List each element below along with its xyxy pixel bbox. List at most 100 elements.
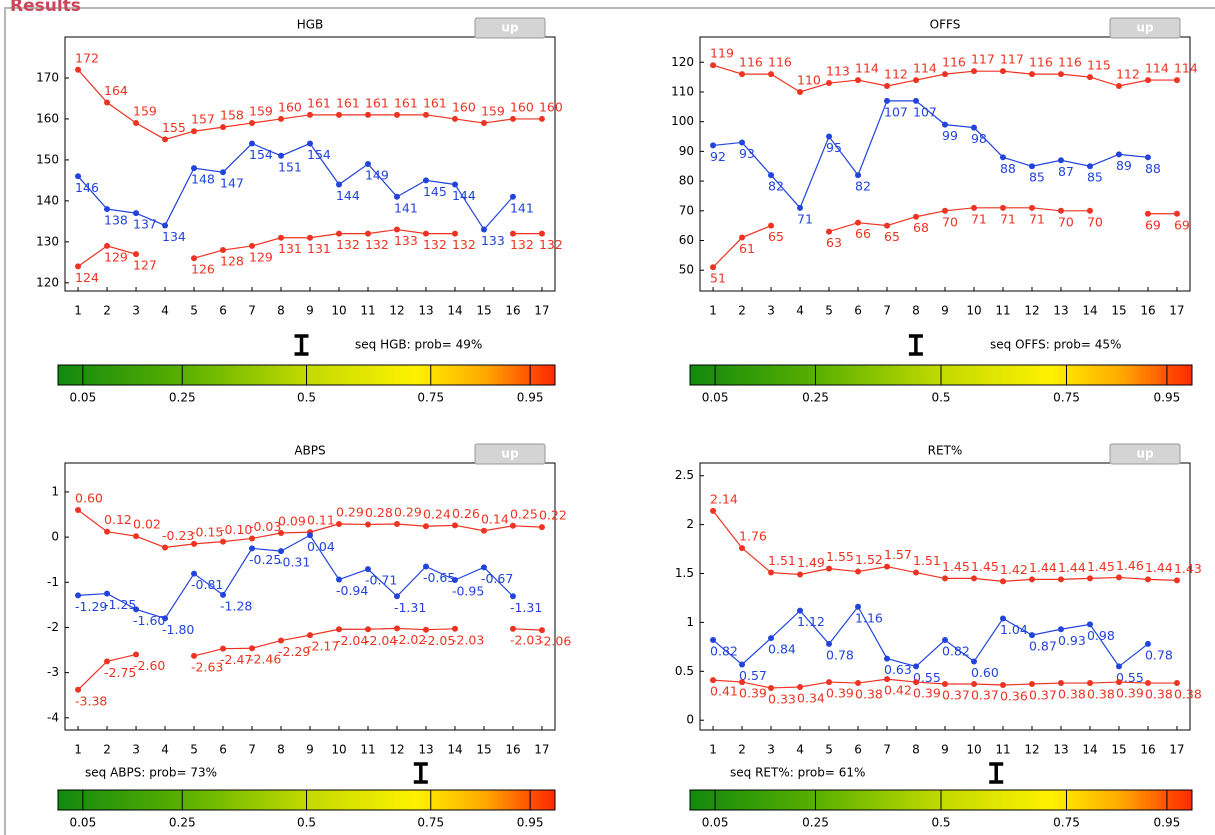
data-label: -0.10 — [220, 522, 252, 537]
data-label: 0.42 — [884, 683, 912, 698]
colorbar-tick-label: 0.95 — [517, 391, 544, 405]
data-label: 85 — [1029, 170, 1045, 185]
x-tick-label: 2 — [103, 743, 111, 757]
data-label: 107 — [884, 104, 908, 119]
data-point — [1086, 163, 1093, 170]
data-point — [249, 242, 256, 249]
x-tick-label: 13 — [1053, 304, 1068, 318]
data-point — [797, 204, 804, 211]
x-tick-label: 12 — [389, 304, 404, 318]
data-point — [768, 635, 775, 642]
data-label: -0.81 — [191, 577, 223, 592]
y-tick-label: 130 — [36, 234, 59, 248]
data-point — [335, 111, 342, 118]
colorbar-tick-label: 0.05 — [69, 391, 96, 405]
data-label: 85 — [1087, 170, 1103, 185]
data-label: 145 — [423, 184, 447, 199]
data-point — [393, 625, 400, 632]
x-tick-label: 17 — [534, 304, 549, 318]
x-tick-label: 1 — [74, 743, 82, 757]
data-point — [1144, 210, 1151, 217]
data-label: 128 — [220, 254, 244, 269]
y-tick-label: 110 — [671, 84, 694, 98]
data-label: 138 — [104, 213, 128, 228]
data-point — [942, 637, 948, 644]
data-label: 151 — [278, 159, 302, 174]
data-label: 112 — [884, 67, 908, 82]
x-tick-label: 8 — [912, 304, 920, 318]
data-label: 1.52 — [855, 552, 883, 567]
data-label: 89 — [1116, 158, 1132, 173]
data-point — [335, 230, 342, 237]
data-point — [162, 544, 169, 551]
data-point — [278, 234, 285, 241]
data-point — [1057, 207, 1064, 214]
data-label: 160 — [452, 99, 476, 114]
data-label: 107 — [913, 104, 937, 119]
x-tick-label: 16 — [505, 743, 520, 757]
x-tick-label: 17 — [1169, 743, 1184, 757]
up-button-label[interactable]: up — [501, 447, 519, 461]
data-label: 95 — [826, 140, 842, 155]
chart-title: ABPS — [294, 444, 325, 458]
data-label: 1.55 — [826, 549, 854, 564]
up-button-label[interactable]: up — [1136, 447, 1154, 461]
data-point — [364, 230, 371, 237]
data-label: -1.80 — [162, 622, 194, 637]
x-tick-label: 2 — [738, 304, 746, 318]
data-label: 160 — [539, 99, 563, 114]
series-line — [712, 605, 1149, 668]
data-point — [1057, 626, 1064, 633]
up-button[interactable] — [1109, 443, 1181, 465]
data-point — [249, 645, 256, 652]
data-label: 70 — [942, 214, 958, 229]
data-point — [797, 571, 804, 578]
x-tick-label: 16 — [1140, 743, 1155, 757]
data-point — [538, 115, 545, 122]
data-point — [797, 607, 804, 614]
data-label: 147 — [220, 176, 244, 191]
data-label: 0.57 — [739, 668, 767, 683]
x-tick-label: 16 — [1140, 304, 1155, 318]
data-label: 61 — [739, 241, 755, 256]
x-tick-label: 4 — [796, 304, 804, 318]
y-tick-label: 120 — [36, 275, 59, 289]
data-point — [1144, 640, 1151, 647]
data-point — [75, 506, 82, 513]
up-button[interactable] — [474, 443, 546, 465]
data-point — [451, 522, 458, 529]
up-button[interactable] — [474, 17, 546, 39]
x-tick-label: 5 — [825, 304, 833, 318]
data-label: 82 — [768, 179, 784, 194]
series-line — [77, 142, 514, 231]
probability-text: seq ABPS: prob= 73% — [85, 766, 217, 780]
data-label: 1.57 — [884, 547, 912, 562]
data-label: 161 — [307, 95, 331, 110]
data-point — [220, 645, 227, 652]
data-label: 129 — [249, 249, 273, 264]
data-point — [393, 226, 400, 233]
data-point — [249, 120, 256, 127]
data-point — [1028, 204, 1035, 211]
up-button-label[interactable]: up — [1136, 21, 1154, 35]
data-point — [1057, 576, 1064, 583]
data-label: 148 — [191, 172, 215, 187]
data-label: -2.75 — [104, 665, 136, 680]
y-tick-label: 70 — [679, 203, 694, 217]
data-point — [509, 625, 516, 632]
colorbar-tick-label: 0.75 — [1053, 816, 1080, 830]
x-tick-label: 15 — [476, 743, 491, 757]
data-point — [220, 591, 227, 598]
data-label: 133 — [481, 233, 505, 248]
data-point — [768, 684, 775, 691]
data-point — [162, 615, 169, 622]
header: Results — [10, 0, 81, 16]
probability-marker — [413, 762, 428, 784]
data-label: 159 — [249, 104, 273, 119]
up-button-label[interactable]: up — [501, 21, 519, 35]
up-button[interactable] — [1109, 17, 1181, 39]
data-label: 0.14 — [481, 511, 509, 526]
x-tick-label: 3 — [767, 743, 775, 757]
data-point — [451, 577, 458, 584]
data-label: 0.37 — [971, 688, 999, 703]
